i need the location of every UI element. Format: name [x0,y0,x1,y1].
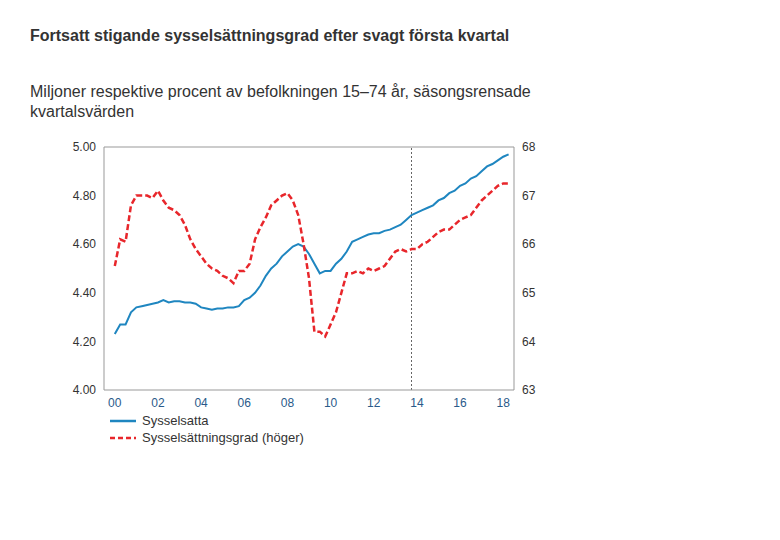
svg-text:12: 12 [367,396,381,410]
html-text:Sysselsättningsgrad (höger): Sysselsättningsgrad (höger) [142,430,304,445]
svg-text:06: 06 [238,396,252,410]
svg-text:04: 04 [194,396,208,410]
svg-text:00: 00 [108,396,122,410]
svg-text:63: 63 [522,383,536,397]
svg-text:10: 10 [324,396,338,410]
svg-text:4.80: 4.80 [73,189,97,203]
svg-text:02: 02 [151,396,165,410]
svg-text:65: 65 [522,286,536,300]
svg-text:66: 66 [522,237,536,251]
svg-text:16: 16 [453,396,467,410]
svg-text:4.60: 4.60 [73,237,97,251]
svg-text:68: 68 [522,140,536,154]
svg-text:64: 64 [522,335,536,349]
svg-text:4.20: 4.20 [73,335,97,349]
html-text:Fortsatt stigande sysselsättni: Fortsatt stigande sysselsättningsgrad ef… [30,27,510,44]
svg-text:4.00: 4.00 [73,383,97,397]
svg-text:67: 67 [522,189,536,203]
svg-text:08: 08 [281,396,295,410]
svg-text:14: 14 [410,396,424,410]
svg-text:18: 18 [497,396,511,410]
html-text:Sysselsatta: Sysselsatta [142,413,209,428]
svg-text:5.00: 5.00 [73,140,97,154]
html-text:Miljoner respektive procent av: Miljoner respektive procent av befolknin… [30,83,531,120]
svg-text:4.40: 4.40 [73,286,97,300]
